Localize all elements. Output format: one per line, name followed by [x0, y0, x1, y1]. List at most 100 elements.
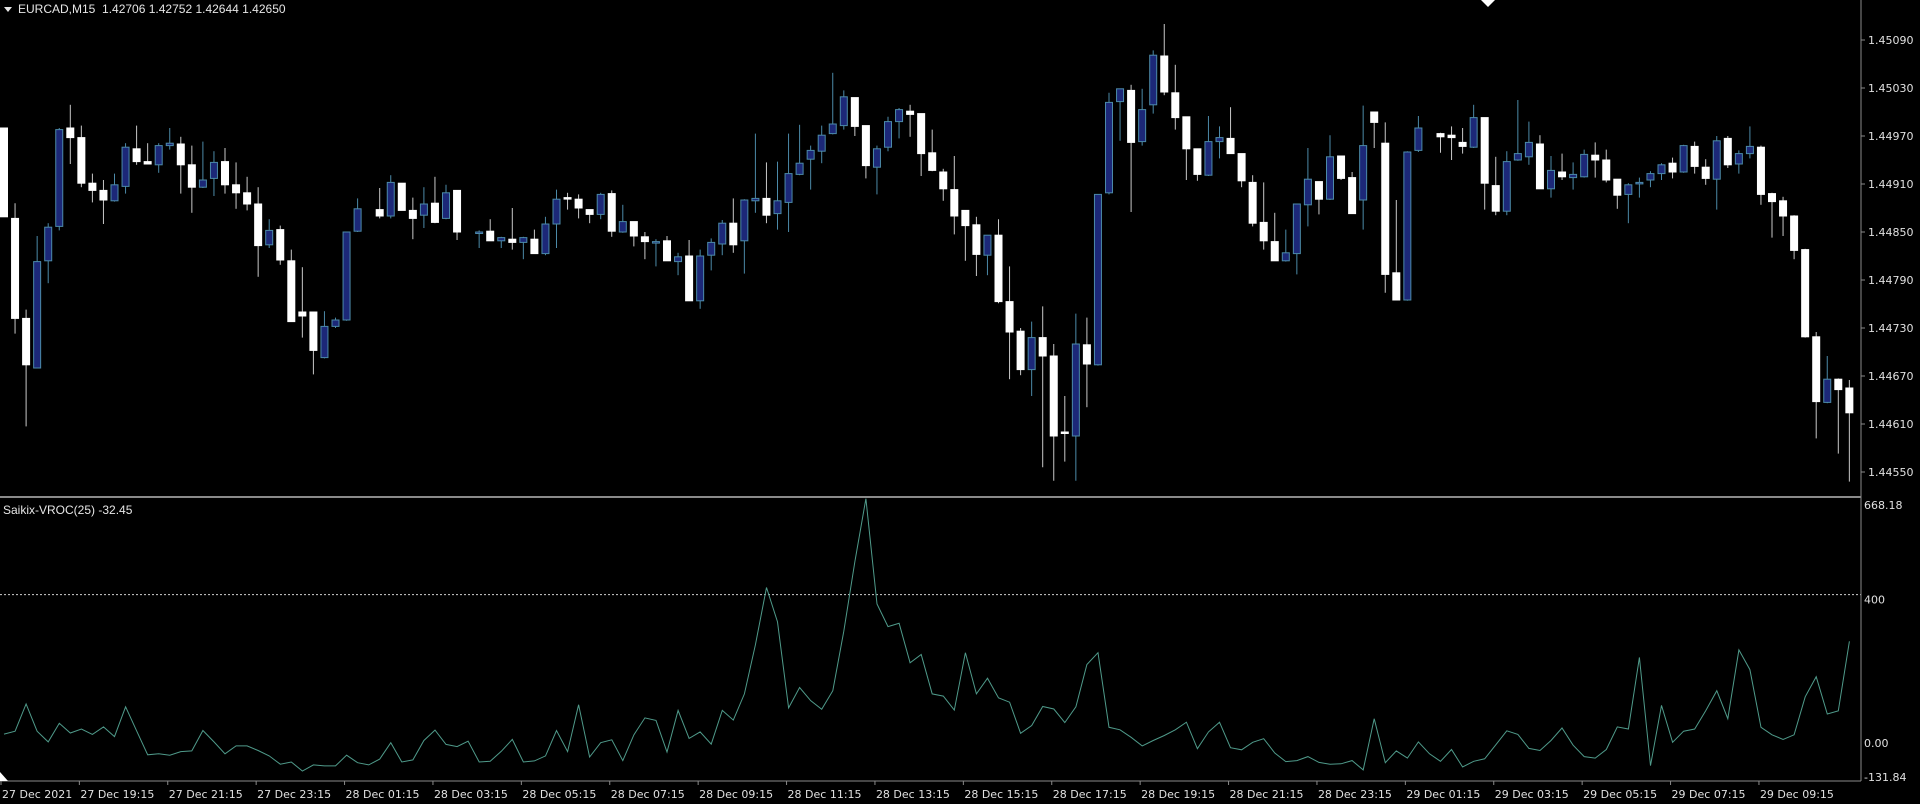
- candle-body: [1436, 133, 1445, 138]
- candle-body: [618, 221, 627, 233]
- bear-candle: [1381, 122, 1390, 293]
- bull-candle: [386, 175, 395, 219]
- bear-candle: [1005, 266, 1014, 380]
- candle-body: [132, 148, 141, 163]
- bull-candle: [784, 133, 793, 232]
- bull-candle: [541, 216, 550, 256]
- time-tick-label: 28 Dec 21:15: [1230, 788, 1304, 801]
- bull-candle: [497, 236, 506, 248]
- dropdown-triangle-icon[interactable]: [4, 7, 12, 13]
- candle-body: [1359, 145, 1368, 201]
- bear-candle: [1337, 155, 1346, 180]
- candle-body: [663, 240, 671, 262]
- bear-candle: [309, 311, 318, 375]
- candle-body: [1414, 127, 1423, 151]
- bull-candle: [1116, 88, 1125, 141]
- bear-candle: [1016, 328, 1025, 376]
- candle-body: [1027, 337, 1036, 371]
- time-tick-label: 29 Dec 07:15: [1672, 788, 1746, 801]
- time-tick-label: 27 Dec 19:15: [80, 788, 154, 801]
- candle-body: [1447, 134, 1456, 139]
- bull-candle: [1679, 144, 1688, 173]
- candle-body: [1204, 141, 1213, 176]
- candle-body: [508, 238, 517, 243]
- time-tick-label: 28 Dec 23:15: [1318, 788, 1392, 801]
- bull-candle: [1823, 356, 1832, 404]
- bear-candle: [961, 209, 970, 261]
- candle-body: [254, 203, 263, 247]
- bear-candle: [729, 198, 738, 253]
- bear-candle: [1845, 380, 1854, 482]
- candle-body: [165, 142, 174, 147]
- candle-body: [331, 319, 340, 327]
- bull-candle: [265, 219, 274, 248]
- candle-body: [563, 197, 572, 200]
- bear-candle: [132, 125, 141, 165]
- bear-candle: [861, 125, 870, 179]
- bull-candle: [475, 230, 484, 248]
- candle-body: [1502, 161, 1511, 212]
- bear-candle: [143, 143, 152, 165]
- candle-body: [11, 217, 20, 319]
- candle-body: [276, 229, 285, 261]
- candle-body: [696, 255, 705, 302]
- bear-candle: [287, 249, 296, 323]
- bear-candle: [1082, 317, 1091, 408]
- candle-body: [66, 127, 75, 139]
- bear-candle: [1193, 148, 1202, 181]
- candle-body: [353, 208, 362, 232]
- bear-candle: [629, 221, 638, 247]
- bear-candle: [1259, 182, 1268, 250]
- price-tick-label: 1.44850: [1868, 226, 1914, 239]
- candle-body: [1701, 166, 1710, 179]
- candle-body: [607, 193, 616, 232]
- bull-candle: [1071, 313, 1080, 481]
- candle-body: [408, 209, 417, 219]
- bear-candle: [1436, 132, 1445, 153]
- candle-body: [1591, 154, 1600, 161]
- bull-candle: [1359, 105, 1368, 230]
- candle-body: [1337, 155, 1346, 179]
- bull-candle: [828, 72, 837, 135]
- candle-body: [1646, 173, 1655, 181]
- candle-body: [972, 224, 981, 255]
- bull-candle: [1326, 135, 1334, 200]
- bull-candle: [674, 252, 683, 276]
- bear-candle: [66, 104, 75, 164]
- candle-body: [1480, 117, 1489, 184]
- candle-body: [806, 149, 815, 160]
- candle-body: [1635, 181, 1644, 185]
- bull-candle: [806, 145, 815, 190]
- candle-body: [1491, 185, 1500, 212]
- bull-candle: [1524, 121, 1533, 165]
- bull-candle: [884, 116, 892, 152]
- candle-body: [1237, 153, 1246, 182]
- bear-candle: [221, 148, 229, 194]
- bear-candle: [1458, 128, 1467, 154]
- candle-body: [1149, 54, 1158, 106]
- bear-candle: [972, 216, 981, 276]
- price-tick-label: 1.45090: [1868, 34, 1914, 47]
- candle-body: [939, 171, 948, 190]
- candle-body: [1624, 184, 1633, 195]
- bear-candle: [530, 229, 539, 255]
- candle-body: [729, 222, 738, 246]
- candle-body: [1171, 92, 1180, 119]
- candle-body: [983, 234, 992, 256]
- candle-body: [884, 121, 892, 148]
- bear-candle: [1038, 306, 1047, 468]
- candle-body: [342, 231, 351, 321]
- candle-body: [77, 137, 86, 184]
- candle-body: [651, 241, 660, 244]
- bear-candle: [1491, 156, 1500, 216]
- candle-body: [453, 189, 462, 233]
- candle-body: [817, 134, 826, 152]
- bull-candle: [817, 125, 826, 164]
- bear-candle: [0, 127, 8, 218]
- vroc-tick-label: -131.84: [1864, 771, 1906, 784]
- bear-candle: [1049, 344, 1058, 481]
- bull-candle: [1646, 171, 1655, 188]
- bear-candle: [1160, 24, 1169, 96]
- bear-candle: [1790, 215, 1799, 260]
